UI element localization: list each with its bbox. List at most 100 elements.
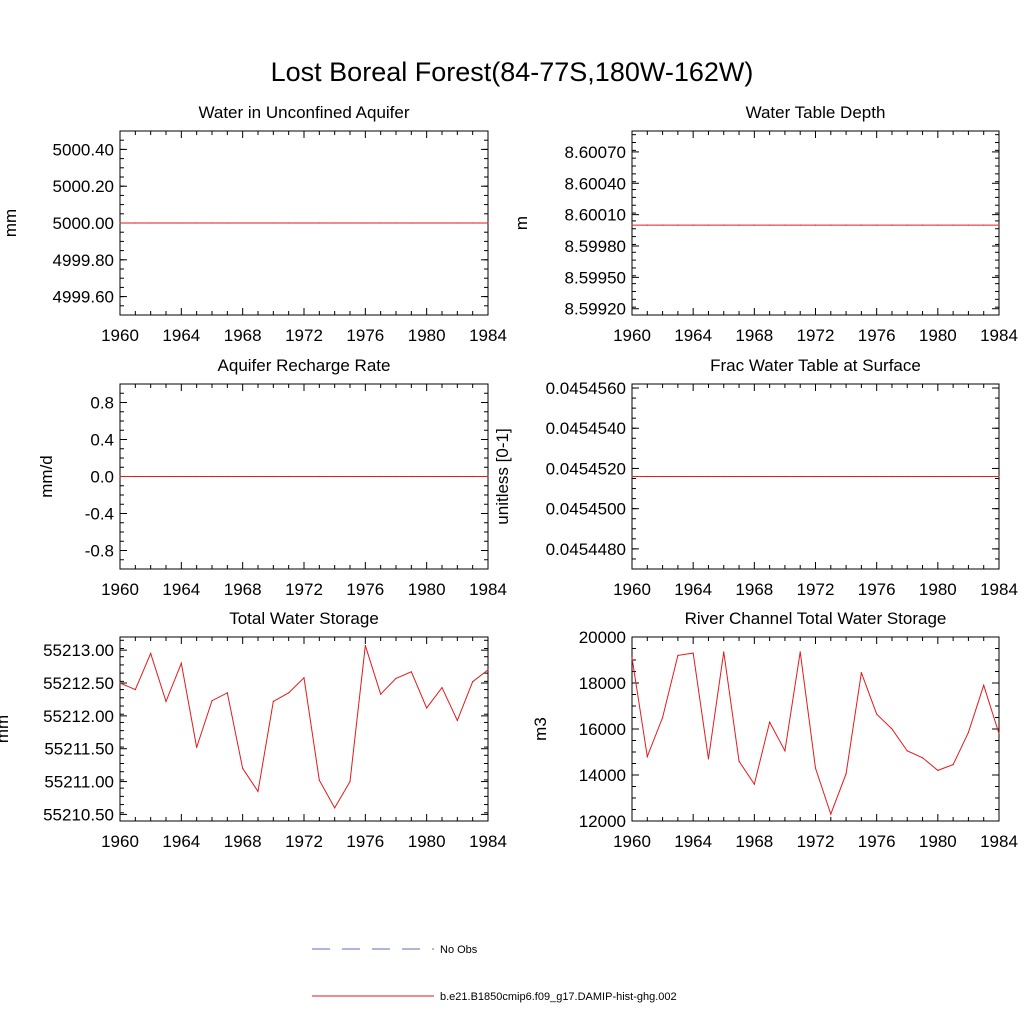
data-point <box>753 224 755 226</box>
y-tick-label: 8.60040 <box>565 174 626 193</box>
data-point <box>380 475 382 478</box>
x-tick-label: 1964 <box>674 832 712 851</box>
data-point <box>891 728 893 730</box>
data-point <box>364 475 366 478</box>
x-tick-label: 1980 <box>408 580 446 599</box>
data-point <box>983 684 985 686</box>
data-point <box>318 222 320 224</box>
data-point <box>876 475 878 478</box>
data-point <box>937 475 939 478</box>
data-point <box>646 756 648 758</box>
data-point <box>180 662 182 664</box>
data-point <box>196 746 198 749</box>
y-tick-label: 0.0 <box>90 468 114 487</box>
data-point <box>119 222 121 224</box>
x-tick-label: 1960 <box>101 832 139 851</box>
data-point <box>472 681 474 683</box>
data-point <box>646 475 648 478</box>
data-point <box>692 475 694 478</box>
data-point <box>242 222 244 224</box>
data-point <box>441 687 443 689</box>
data-point <box>784 475 786 478</box>
y-tick-label: 5000.40 <box>53 140 114 159</box>
x-tick-label: 1984 <box>469 326 507 345</box>
data-point <box>426 707 428 709</box>
x-tick-label: 1964 <box>162 832 200 851</box>
data-point <box>845 773 847 775</box>
data-point <box>646 224 648 226</box>
data-point <box>631 657 633 659</box>
y-tick-label: -0.8 <box>85 542 114 561</box>
data-point <box>769 721 771 723</box>
data-point <box>983 475 985 478</box>
data-point <box>426 222 428 224</box>
y-tick-label: 4999.60 <box>53 288 114 307</box>
data-point <box>380 693 382 695</box>
data-point <box>226 692 228 694</box>
y-axis-label: m <box>512 216 531 230</box>
data-point <box>456 222 458 224</box>
figure-title: Lost Boreal Forest(84-77S,180W-162W) <box>271 57 754 87</box>
chart-panel-4: Frac Water Table at Surface unitless [0-1… <box>493 356 1018 599</box>
data-point <box>150 475 152 478</box>
data-point <box>738 224 740 226</box>
y-tick-label: 8.59950 <box>565 268 626 287</box>
y-tick-label: 8.59920 <box>565 300 626 319</box>
y-tick-label: -0.4 <box>85 505 114 524</box>
x-tick-label: 1984 <box>980 580 1018 599</box>
data-point <box>906 475 908 478</box>
data-point <box>998 224 1000 226</box>
x-tick-label: 1960 <box>613 832 651 851</box>
data-point <box>134 222 136 224</box>
data-point <box>303 222 305 224</box>
data-point <box>395 677 397 680</box>
plot-frame <box>631 130 1000 316</box>
data-point <box>288 692 290 694</box>
y-axis-label: mm/d <box>37 455 56 498</box>
x-tick-label: 1984 <box>980 832 1018 851</box>
x-tick-label: 1960 <box>613 326 651 345</box>
y-tick-label: 55212.50 <box>43 674 114 693</box>
data-point <box>242 475 244 478</box>
data-point <box>692 652 694 654</box>
x-tick-label: 1960 <box>101 326 139 345</box>
y-tick-label: 12000 <box>579 812 626 831</box>
y-tick-label: 55210.50 <box>43 805 114 824</box>
x-tick-label: 1976 <box>858 580 896 599</box>
chart-panel-2: Water Table Depth m 1960 1964 1968 1972 1976 19… <box>512 103 1018 345</box>
plot-frame <box>631 636 1000 822</box>
data-point <box>631 224 633 226</box>
data-point <box>487 475 489 478</box>
data-point <box>134 475 136 478</box>
x-tick-label: 1980 <box>919 832 957 851</box>
data-point <box>753 783 755 785</box>
y-tick-label: 5000.00 <box>53 214 114 233</box>
data-point <box>845 224 847 226</box>
data-point <box>906 224 908 226</box>
data-point <box>410 222 412 224</box>
x-tick-label: 1972 <box>285 580 323 599</box>
data-point <box>334 475 336 478</box>
x-tick-label: 1972 <box>285 326 323 345</box>
y-tick-label: 0.0454560 <box>546 379 626 398</box>
data-point <box>860 224 862 226</box>
data-point <box>738 760 740 762</box>
y-tick-label: 0.0454500 <box>546 500 626 519</box>
data-point <box>661 475 664 478</box>
data-point <box>410 475 412 478</box>
data-point <box>318 475 320 478</box>
x-tick-label: 1976 <box>346 326 384 345</box>
data-point <box>318 779 320 781</box>
data-point <box>845 475 847 478</box>
x-tick-label: 1980 <box>408 326 446 345</box>
x-tick-label: 1984 <box>980 326 1018 345</box>
data-point <box>150 652 152 655</box>
data-point <box>998 475 1000 478</box>
legend: No Obs b.e21.B1850cmip6.f09_g17.DAMIP-hi… <box>312 944 677 1003</box>
data-point <box>349 780 351 783</box>
y-tick-label: 16000 <box>579 720 626 739</box>
y-tick-label: 55211.50 <box>44 740 114 759</box>
x-tick-label: 1976 <box>346 580 384 599</box>
data-point <box>180 475 182 478</box>
